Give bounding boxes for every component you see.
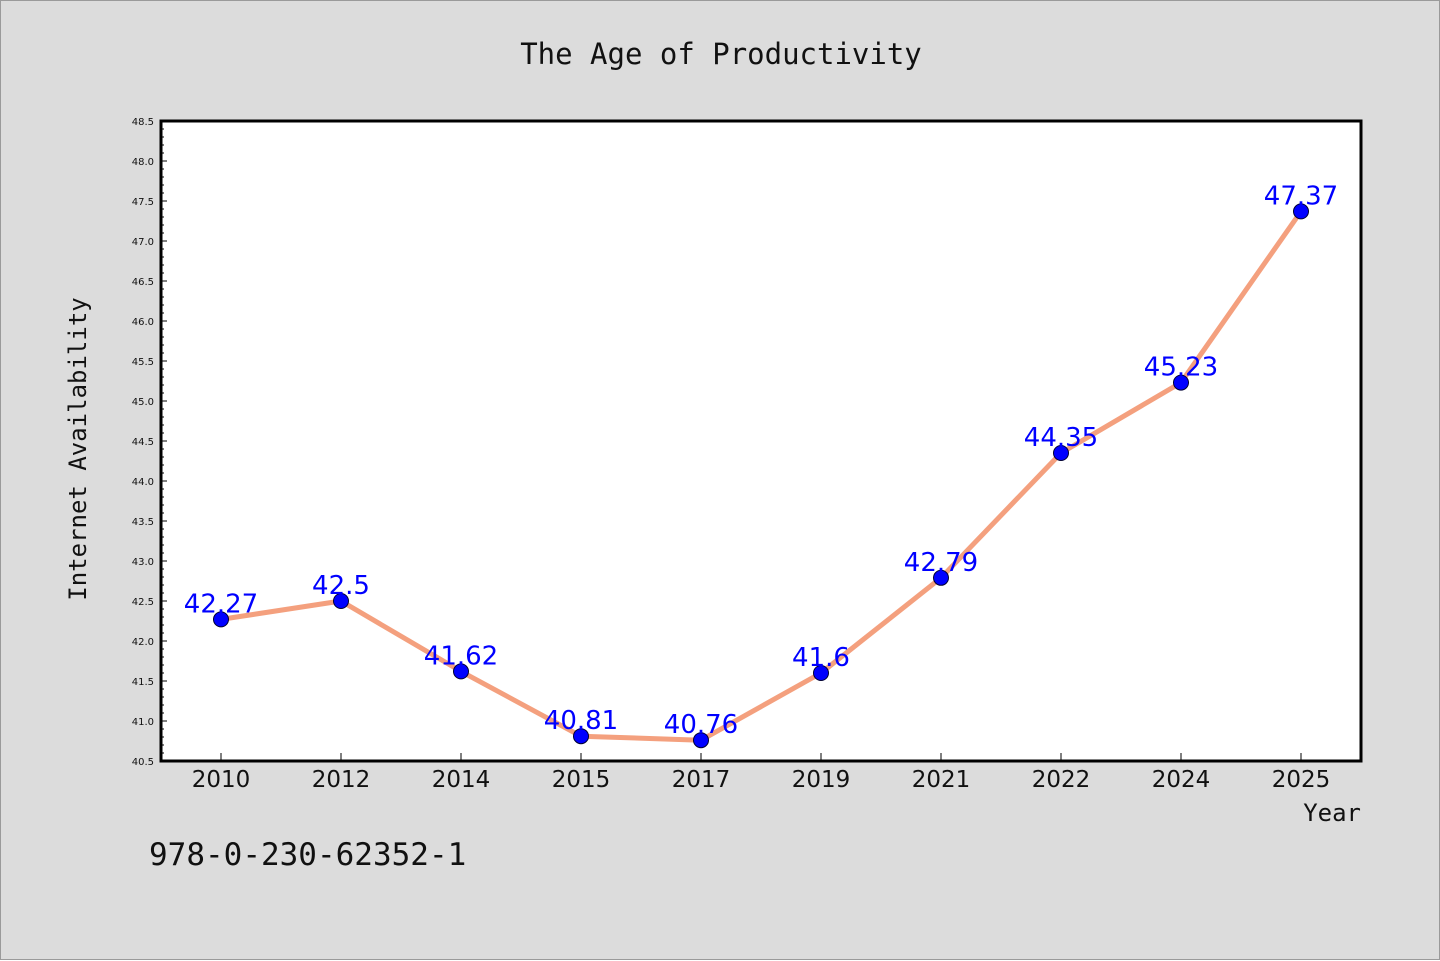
data-point-marker <box>933 569 949 586</box>
y-tick-label: 46.0 <box>132 317 154 328</box>
data-label: 41.6 <box>792 643 850 673</box>
data-point-marker <box>333 593 349 609</box>
y-tick-label: 45.0 <box>132 397 154 408</box>
data-label: 47.37 <box>1264 181 1338 211</box>
series-line <box>218 208 1304 743</box>
data-label: 45.23 <box>1144 353 1218 383</box>
x-tick-label: 2010 <box>192 767 251 793</box>
y-tick-label: 43.5 <box>132 517 154 528</box>
data-label: 41.62 <box>424 641 498 671</box>
y-tick-label: 43.0 <box>132 557 154 568</box>
data-label: 42.27 <box>184 589 258 619</box>
x-tick-label: 2014 <box>432 767 491 793</box>
y-tick-label: 47.0 <box>132 237 154 248</box>
chart-title: The Age of Productivity <box>520 37 922 71</box>
data-point-marker <box>573 728 589 745</box>
data-labels: 42.27 42.5 41.62 40.81 40.76 41.6 42.79 44.35 45… <box>184 181 1338 740</box>
data-point-marker <box>693 732 709 749</box>
x-tick-label: 2021 <box>912 767 971 793</box>
y-tick-label: 44.0 <box>132 477 154 488</box>
x-tick-label: 2024 <box>1152 767 1211 793</box>
data-label: 42.79 <box>904 548 978 578</box>
data-label: 42.5 <box>312 571 370 601</box>
y-axis-label: Internet Availability <box>64 297 92 600</box>
data-point-marker <box>813 665 829 681</box>
y-tick-label: 44.5 <box>132 437 154 448</box>
y-tick-label: 42.5 <box>132 597 154 608</box>
data-label: 40.81 <box>544 706 618 736</box>
data-point-marker <box>453 663 469 680</box>
data-label: 44.35 <box>1024 423 1098 453</box>
y-tick-label: 46.5 <box>132 277 154 288</box>
x-tick-label: 2019 <box>792 767 851 793</box>
x-tick-label: 2015 <box>552 767 611 793</box>
x-axis-ticks: 2010 2012 2014 2015 2017 2019 2021 2022 2024 2025 <box>192 753 1331 793</box>
data-point-marker <box>1293 203 1309 220</box>
x-tick-label: 2017 <box>672 767 731 793</box>
y-tick-label: 47.5 <box>132 197 154 208</box>
x-tick-label: 2012 <box>312 767 371 793</box>
plot-area <box>159 119 1363 763</box>
y-tick-label: 42.0 <box>132 637 154 648</box>
x-tick-label: 2025 <box>1272 767 1331 793</box>
data-label: 40.76 <box>664 710 738 740</box>
series-line-group <box>218 208 1304 743</box>
y-tick-label: 41.5 <box>132 677 154 688</box>
y-axis-ticks: 40.5 41.0 41.5 42.0 42.5 43.0 43.5 44.0 44.5 45.0… <box>132 117 167 768</box>
y-tick-label: 40.5 <box>132 757 154 768</box>
data-point-marker <box>1053 445 1069 461</box>
isbn-code: 978-0-230-62352-1 <box>149 837 466 873</box>
y-tick-label: 48.0 <box>132 157 154 168</box>
y-tick-label: 48.5 <box>132 117 154 128</box>
y-tick-label: 45.5 <box>132 357 154 368</box>
x-tick-label: 2022 <box>1032 767 1091 793</box>
x-axis-label: Year <box>1303 799 1361 827</box>
data-point-marker <box>1173 374 1189 391</box>
data-markers <box>213 203 1309 749</box>
data-point-marker <box>213 611 229 628</box>
y-tick-label: 41.0 <box>132 717 154 728</box>
